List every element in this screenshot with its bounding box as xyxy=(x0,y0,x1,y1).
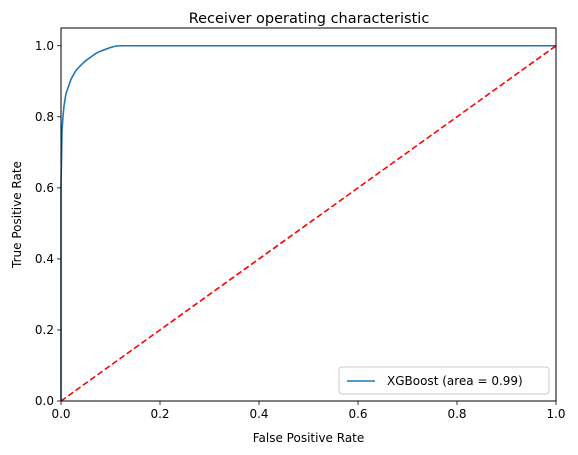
legend-box xyxy=(338,366,550,395)
x-tick-label: 0.0 xyxy=(51,407,70,421)
x-tick-label: 0.6 xyxy=(348,407,367,421)
y-tick-label: 0.6 xyxy=(35,181,54,195)
roc-curve-line xyxy=(60,44,556,401)
y-tick-label: 0.4 xyxy=(35,252,54,266)
legend-label: XGBoost (area = 0.99) xyxy=(387,374,523,388)
x-tick-label: 0.4 xyxy=(249,407,268,421)
x-axis-label: False Positive Rate xyxy=(253,431,365,445)
chance-diagonal-line xyxy=(60,45,557,402)
x-tick-label: 0.2 xyxy=(150,407,169,421)
y-tick-label: 0.2 xyxy=(35,323,54,337)
y-tick-label: 1.0 xyxy=(35,39,54,53)
chart-title: Receiver operating characteristic xyxy=(189,11,430,27)
plot-frame xyxy=(60,27,557,402)
legend: XGBoost (area = 0.99) xyxy=(338,366,550,395)
y-axis-label: True Positive Rate xyxy=(10,161,24,269)
x-tick-label: 1.0 xyxy=(546,407,565,421)
y-tick-label: 0.8 xyxy=(35,110,54,124)
y-tick-label: 0.0 xyxy=(35,394,54,408)
x-tick-label: 0.8 xyxy=(447,407,466,421)
